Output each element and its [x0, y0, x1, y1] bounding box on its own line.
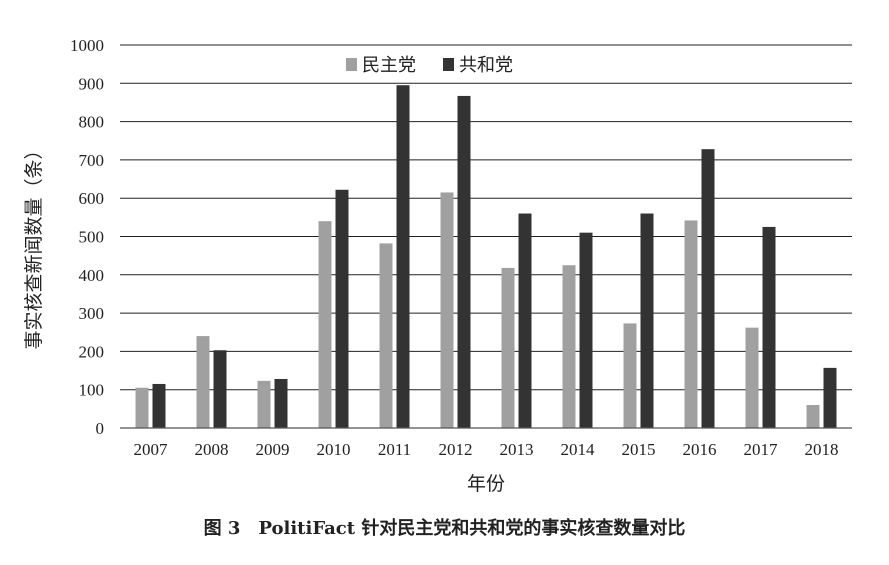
- bar-democrat-2009: [257, 380, 271, 428]
- bar-democrat-2010: [318, 221, 332, 428]
- x-tick-label: 2008: [195, 440, 229, 459]
- bar-republican-2010: [335, 189, 349, 428]
- y-tick-label: 700: [79, 151, 105, 170]
- x-tick-label: 2015: [622, 440, 656, 459]
- bar-republican-2014: [579, 232, 593, 428]
- legend-label-democrat: 民主党: [362, 55, 416, 76]
- legend-label-republican: 共和党: [459, 55, 513, 76]
- bar-democrat-2014: [562, 265, 576, 428]
- legend: 民主党 共和党: [346, 55, 513, 76]
- y-tick-label: 800: [79, 113, 105, 132]
- legend-swatch-republican: [443, 58, 454, 71]
- x-tick-label: 2018: [805, 440, 839, 459]
- x-axis-ticks: 2007 2008 2009 2010 2011 2012 2013 2014 2015 2016…: [134, 440, 839, 459]
- y-tick-label: 400: [79, 266, 105, 285]
- y-tick-label: 200: [79, 342, 105, 361]
- bar-republican-2015: [640, 213, 654, 428]
- y-tick-label: 100: [79, 381, 105, 400]
- x-tick-label: 2009: [256, 440, 290, 459]
- y-tick-label: 1000: [70, 36, 104, 55]
- y-tick-label: 600: [79, 189, 105, 208]
- bar-democrat-2011: [379, 243, 393, 428]
- x-tick-label: 2016: [683, 440, 717, 459]
- x-tick-label: 2013: [500, 440, 534, 459]
- x-tick-label: 2014: [561, 440, 596, 459]
- x-tick-label: 2017: [744, 440, 779, 459]
- bar-democrat-2008: [196, 336, 210, 428]
- y-axis-title: 事实核查新闻数量（条）: [23, 140, 45, 349]
- bar-democrat-2013: [501, 267, 515, 428]
- x-tick-label: 2010: [317, 440, 351, 459]
- bar-republican-2007: [152, 383, 166, 428]
- bar-democrat-2012: [440, 192, 454, 428]
- gridlines: [120, 44, 852, 391]
- x-tick-label: 2012: [439, 440, 473, 459]
- bar-republican-2017: [762, 226, 776, 428]
- bar-democrat-2016: [684, 220, 698, 428]
- figure-caption: 图 3 PolitiFact 针对民主党和共和党的事实核查数量对比: [203, 518, 686, 539]
- bar-republican-2018: [823, 367, 837, 428]
- y-tick-label: 0: [96, 419, 105, 438]
- y-axis-ticks: 0 100 200 300 400 500 600 700 800 900 1000: [70, 36, 104, 438]
- x-tick-label: 2007: [134, 440, 169, 459]
- bar-democrat-2007: [135, 387, 149, 428]
- x-axis-title: 年份: [467, 473, 505, 495]
- legend-swatch-democrat: [346, 58, 357, 71]
- bar-republican-2012: [457, 95, 471, 429]
- y-tick-label: 900: [79, 74, 105, 93]
- bar-democrat-2018: [806, 405, 820, 428]
- y-tick-label: 500: [79, 228, 105, 247]
- y-tick-label: 300: [79, 304, 105, 323]
- bars: [135, 85, 837, 429]
- bar-democrat-2015: [623, 323, 637, 428]
- bar-republican-2016: [701, 149, 715, 428]
- bar-democrat-2017: [745, 327, 759, 428]
- x-tick-label: 2011: [378, 440, 411, 459]
- bar-republican-2008: [213, 350, 227, 428]
- bar-republican-2013: [518, 213, 532, 428]
- bar-republican-2009: [274, 378, 288, 428]
- bar-republican-2011: [396, 85, 410, 428]
